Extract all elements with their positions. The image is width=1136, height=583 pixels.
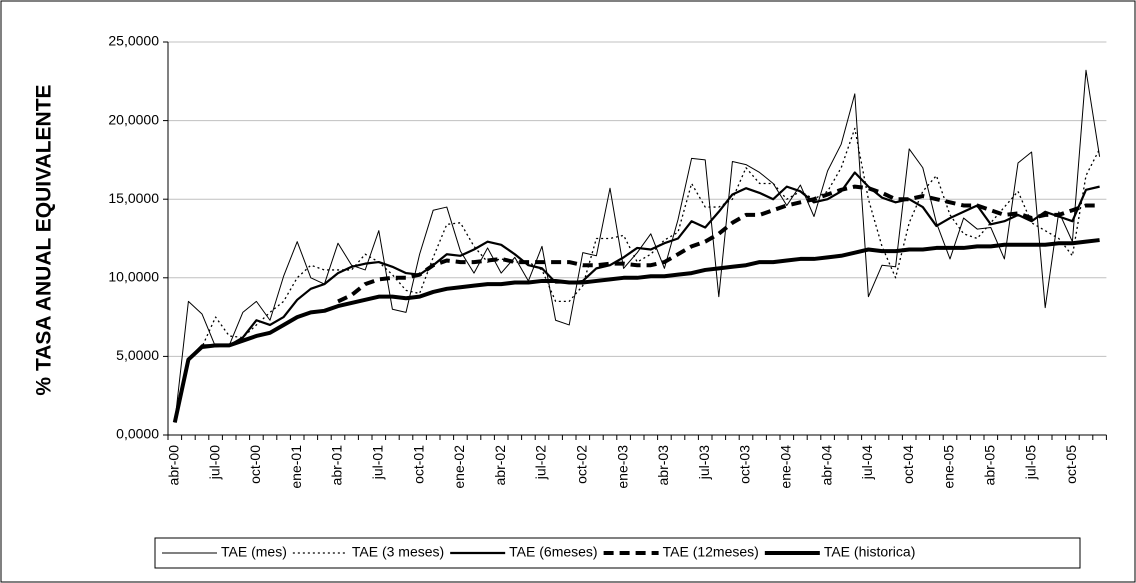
- x-tick-label: jul-05: [1022, 445, 1038, 480]
- x-tick-label: abr-01: [329, 445, 345, 486]
- y-tick-label: 20,0000: [108, 111, 159, 127]
- y-tick-label: 5,0000: [116, 347, 159, 363]
- x-tick-label: abr-00: [166, 445, 182, 486]
- x-tick-label: ene-04: [778, 445, 794, 489]
- series-line: [173, 171, 1100, 423]
- x-tick-label: oct-01: [410, 445, 426, 484]
- x-tick-label: abr-03: [655, 445, 671, 486]
- y-tick-label: 25,0000: [108, 33, 159, 49]
- x-tick-label: ene-05: [941, 445, 957, 489]
- series-line: [172, 238, 1100, 423]
- x-tick-label: ene-03: [614, 445, 630, 489]
- legend-label: TAE (historica): [824, 544, 916, 560]
- x-tick-label: jul-04: [859, 445, 875, 480]
- y-tick-label: 10,0000: [108, 269, 159, 285]
- x-tick-label: abr-05: [982, 445, 998, 486]
- legend-label: TAE (6meses): [509, 544, 597, 560]
- x-tick-label: jul-03: [696, 445, 712, 480]
- x-tick-label: oct-00: [247, 445, 263, 484]
- y-axis-title: % TASA ANUAL EQUIVALENTE: [33, 84, 56, 395]
- x-tick-label: ene-02: [451, 445, 467, 489]
- series-line: [337, 184, 1100, 304]
- x-tick-label: abr-04: [818, 445, 834, 486]
- series-line: [174, 127, 1101, 423]
- x-tick-label: jul-00: [206, 445, 222, 480]
- x-tick-label: oct-05: [1063, 445, 1079, 484]
- legend-label: TAE (mes): [221, 544, 287, 560]
- y-tick-label: 0,0000: [116, 426, 159, 442]
- y-tick-label: 15,0000: [108, 190, 159, 206]
- legend-label: TAE (3 meses): [352, 544, 444, 560]
- legend-label: TAE (12meses): [663, 544, 759, 560]
- x-tick-label: oct-04: [900, 445, 916, 484]
- x-tick-label: jul-02: [533, 445, 549, 480]
- x-tick-label: oct-02: [574, 445, 590, 484]
- x-tick-label: abr-02: [492, 445, 508, 486]
- x-tick-label: jul-01: [370, 445, 386, 480]
- x-tick-label: ene-01: [288, 445, 304, 489]
- x-tick-label: oct-03: [737, 445, 753, 484]
